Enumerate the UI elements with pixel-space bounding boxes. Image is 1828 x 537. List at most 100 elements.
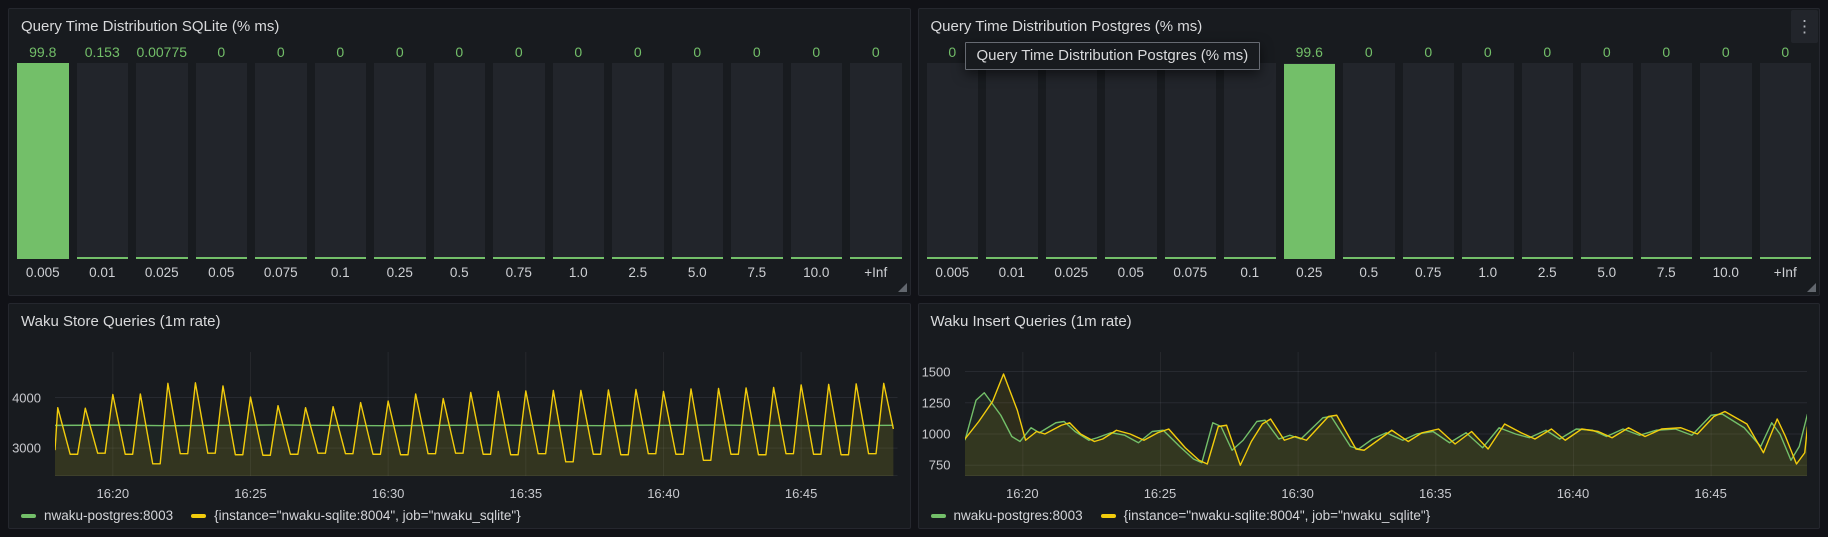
bar-column: 0 10.0 — [790, 41, 842, 283]
bar-track — [1521, 63, 1573, 259]
bar-value-label: 0 — [455, 44, 464, 60]
y-axis-tick-label: 1250 — [921, 395, 951, 411]
store-queries-chart — [55, 352, 898, 476]
bar-track — [493, 63, 545, 259]
bar-track — [1343, 63, 1395, 259]
panel-resize-handle[interactable] — [1807, 283, 1816, 292]
bar-column: 0 5.0 — [671, 41, 723, 283]
bar-value-label: 0 — [395, 44, 404, 60]
bar-value-label: 0 — [1364, 44, 1373, 60]
bar-fill — [76, 257, 128, 259]
x-axis-tick-label: 16:20 — [96, 486, 130, 501]
panel-title-sqlite[interactable]: Query Time Distribution SQLite (% ms) — [21, 18, 280, 35]
bar-fill — [1462, 257, 1514, 259]
bar-fill — [314, 257, 366, 259]
bar-column: 0.075 — [1164, 41, 1216, 283]
bar-column: 0 1.0 — [1462, 41, 1514, 283]
bar-column: 0 +Inf — [850, 41, 902, 283]
y-axis-tick-label: 750 — [928, 457, 951, 473]
bar-bucket-label: 0.025 — [144, 265, 179, 280]
bar-track — [1700, 63, 1752, 259]
bar-fill — [136, 257, 188, 259]
bar-fill — [926, 257, 978, 259]
panel-title-insert-queries[interactable]: Waku Insert Queries (1m rate) — [930, 313, 1132, 330]
bar-track — [731, 63, 783, 259]
panel-title-postgres[interactable]: Query Time Distribution Postgres (% ms) — [930, 18, 1203, 35]
x-axis-tick-label: 16:25 — [1143, 486, 1177, 501]
bar-column: 0 +Inf — [1759, 41, 1811, 283]
bar-value-label: 99.8 — [29, 44, 57, 60]
store-queries-plot-area[interactable] — [55, 352, 898, 476]
bar-track — [850, 63, 902, 259]
bar-bucket-label: 1.0 — [568, 265, 588, 280]
bar-fill — [433, 257, 485, 259]
bar-fill — [612, 257, 664, 259]
bar-bucket-label: 0.01 — [89, 265, 116, 280]
bar-value-label: 0 — [948, 44, 957, 60]
bar-column: 0 0.075 — [255, 41, 307, 283]
bar-fill — [374, 257, 426, 259]
bar-fill — [1402, 257, 1454, 259]
panel-menu-icon[interactable]: ⋮ — [1791, 10, 1818, 43]
bar-column: 0.05 — [1105, 41, 1157, 283]
bar-track — [314, 63, 366, 259]
bar-bucket-label: 0.75 — [1415, 265, 1442, 280]
bar-fill — [1759, 257, 1811, 259]
legend-item[interactable]: nwaku-postgres:8003 — [21, 508, 173, 523]
bar-column: 0 7.5 — [1640, 41, 1692, 283]
legend-item[interactable]: nwaku-postgres:8003 — [930, 508, 1083, 523]
bar-value-label: 0 — [1543, 44, 1552, 60]
x-axis-tick-label: 16:40 — [1556, 486, 1590, 501]
bar-bucket-label: 2.5 — [628, 265, 648, 280]
bar-value-label: 0 — [1483, 44, 1492, 60]
bar-track — [136, 63, 188, 259]
legend-series-swatch — [1100, 513, 1116, 518]
legend-item[interactable]: {instance="nwaku-sqlite:8004", job="nwak… — [191, 508, 521, 523]
bar-fill — [1640, 257, 1692, 259]
bar-fill — [850, 257, 902, 259]
bar-track — [790, 63, 842, 259]
bar-column: 0 2.5 — [612, 41, 664, 283]
bar-track — [255, 63, 307, 259]
bar-fill — [1224, 257, 1276, 259]
bar-column: 0 0.5 — [433, 41, 485, 283]
bar-track — [195, 63, 247, 259]
bar-value-label: 0 — [633, 44, 642, 60]
bar-fill — [986, 257, 1038, 259]
panel-waku-store-queries: Waku Store Queries (1m rate) 3000 4000 16… — [8, 303, 911, 529]
bar-track — [433, 63, 485, 259]
x-axis-tick-label: 16:20 — [1006, 486, 1039, 501]
bar-track — [1759, 63, 1811, 259]
x-axis: 16:20 16:25 16:30 16:35 16:40 16:45 — [55, 484, 898, 502]
bar-value-label: 0.153 — [84, 44, 120, 60]
panel-resize-handle[interactable] — [897, 283, 907, 292]
bar-bucket-label: 1.0 — [1478, 265, 1498, 280]
x-axis-tick-label: 16:35 — [509, 486, 543, 501]
x-axis: 16:20 16:25 16:30 16:35 16:40 16:45 — [965, 484, 1808, 502]
panel-waku-insert-queries: Waku Insert Queries (1m rate) 750 1000 125… — [917, 303, 1820, 529]
bar-track — [552, 63, 604, 259]
legend-item[interactable]: {instance="nwaku-sqlite:8004", job="nwak… — [1100, 508, 1431, 523]
legend-series-label: {instance="nwaku-sqlite:8004", job="nwak… — [1123, 508, 1431, 523]
legend-series-swatch — [21, 513, 36, 518]
x-axis-tick-label: 16:30 — [1281, 486, 1314, 501]
bar-column: 0 5.0 — [1581, 41, 1633, 283]
bar-bucket-label: 0.05 — [208, 265, 235, 280]
bar-track — [926, 63, 978, 259]
bar-value-label: 0 — [1721, 44, 1730, 60]
chart-legend: nwaku-postgres:8003 {instance="nwaku-sqli… — [930, 508, 1431, 523]
bar-bucket-label: +Inf — [864, 265, 888, 280]
bar-bucket-label: 0.075 — [1173, 265, 1208, 280]
insert-queries-plot-area[interactable] — [964, 352, 1807, 476]
y-axis: 750 1000 1250 1500 — [919, 352, 959, 476]
bar-track — [986, 63, 1038, 259]
panel-query-time-sqlite: Query Time Distribution SQLite (% ms) 99… — [8, 8, 911, 296]
bar-bucket-label: 0.25 — [386, 265, 413, 280]
bar-column: 0 0.005 — [926, 41, 978, 283]
bar-fill — [552, 257, 604, 259]
x-axis-tick-label: 16:25 — [234, 486, 267, 501]
panel-title-store-queries[interactable]: Waku Store Queries (1m rate) — [21, 313, 221, 330]
bar-bucket-label: 0.005 — [25, 265, 60, 280]
bar-track — [1283, 63, 1335, 259]
bar-track — [612, 63, 664, 259]
